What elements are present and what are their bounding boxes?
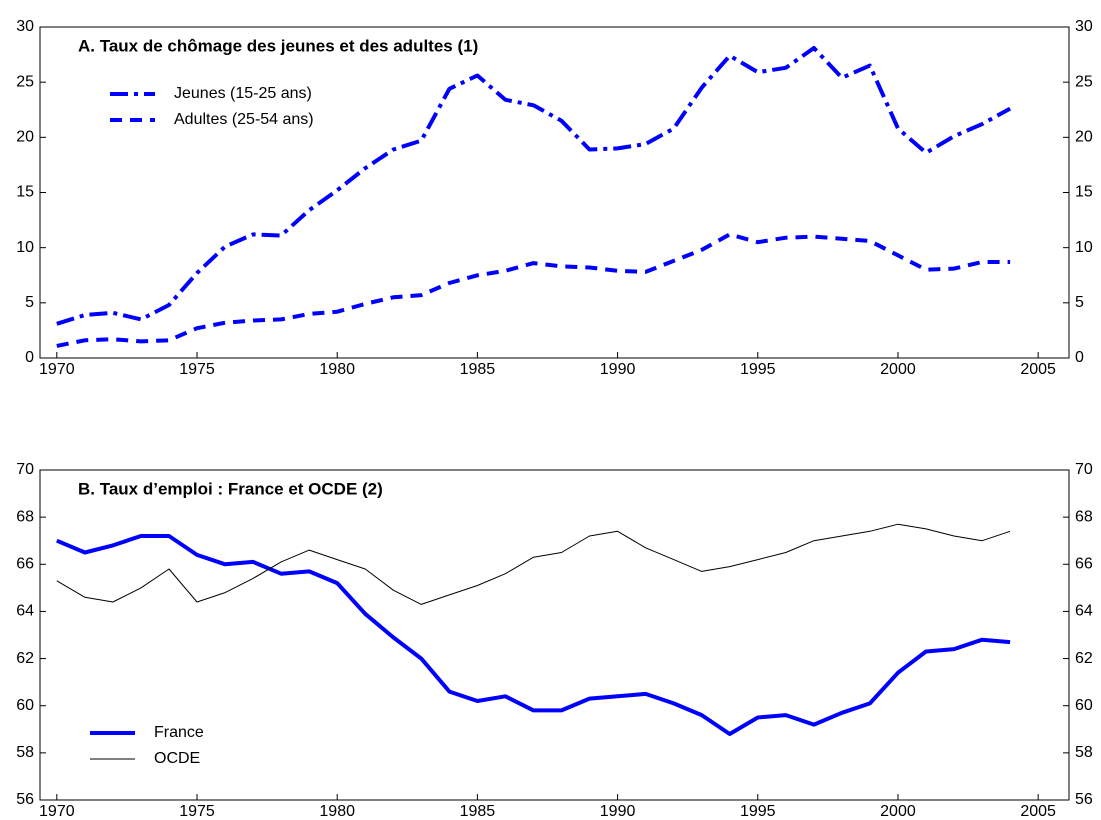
y-tick-label: 66	[16, 556, 34, 573]
y-tick-label: 62	[16, 650, 34, 667]
legend-label: OCDE	[154, 750, 200, 767]
x-tick-label: 1990	[600, 361, 636, 378]
y2-tick-label: 25	[1075, 73, 1093, 90]
x-tick-label: 1990	[600, 803, 636, 820]
y-tick-label: 25	[16, 73, 34, 90]
y2-tick-label: 64	[1075, 603, 1093, 620]
legend-label: Jeunes (15-25 ans)	[174, 85, 312, 102]
y2-tick-label: 62	[1075, 650, 1093, 667]
x-tick-label: 1985	[460, 803, 496, 820]
x-tick-label: 2005	[1020, 361, 1056, 378]
x-tick-label: 1995	[740, 803, 776, 820]
x-tick-label: 1980	[319, 361, 355, 378]
chart-title: A. Taux de chômage des jeunes et des adu…	[78, 36, 478, 55]
y2-tick-label: 0	[1075, 349, 1084, 366]
x-tick-label: 1975	[179, 361, 215, 378]
chart-title: B. Taux d’emploi : France et OCDE (2)	[78, 479, 383, 498]
y2-tick-label: 20	[1075, 129, 1093, 146]
y-tick-label: 10	[16, 239, 34, 256]
data-line	[56, 523, 1011, 605]
x-tick-label: 1975	[179, 803, 215, 820]
y-tick-label: 68	[16, 508, 34, 525]
y2-tick-label: 60	[1075, 697, 1093, 714]
x-tick-label: 2000	[880, 361, 916, 378]
plot-frame	[39, 469, 1070, 801]
y-tick-label: 20	[16, 129, 34, 146]
y-tick-label: 58	[16, 744, 34, 761]
y2-tick-label: 15	[1075, 184, 1093, 201]
plot-frame	[39, 26, 1070, 359]
x-tick-label: 2005	[1020, 803, 1056, 820]
y2-tick-label: 30	[1075, 18, 1093, 35]
y2-tick-label: 68	[1075, 508, 1093, 525]
y2-tick-label: 66	[1075, 556, 1093, 573]
x-tick-label: 1970	[39, 803, 75, 820]
y-tick-label: 60	[16, 697, 34, 714]
y2-tick-label: 10	[1075, 239, 1093, 256]
data-line	[56, 232, 1011, 348]
x-tick-label: 1995	[740, 361, 776, 378]
y-tick-label: 0	[25, 349, 34, 366]
x-tick-label: 1985	[460, 361, 496, 378]
y-tick-label: 30	[16, 18, 34, 35]
legend-label: France	[154, 724, 204, 741]
y-tick-label: 64	[16, 603, 34, 620]
data-line	[56, 534, 1011, 736]
x-tick-label: 2000	[880, 803, 916, 820]
x-tick-label: 1980	[319, 803, 355, 820]
y2-tick-label: 56	[1075, 791, 1093, 808]
y-tick-label: 56	[16, 791, 34, 808]
y-tick-label: 5	[25, 294, 34, 311]
data-line	[56, 46, 1012, 326]
y2-tick-label: 70	[1075, 461, 1093, 478]
y-tick-label: 70	[16, 461, 34, 478]
x-tick-label: 1970	[39, 361, 75, 378]
y-tick-label: 15	[16, 184, 34, 201]
y2-tick-label: 58	[1075, 744, 1093, 761]
y2-tick-label: 5	[1075, 294, 1084, 311]
legend-label: Adultes (25-54 ans)	[174, 111, 314, 128]
